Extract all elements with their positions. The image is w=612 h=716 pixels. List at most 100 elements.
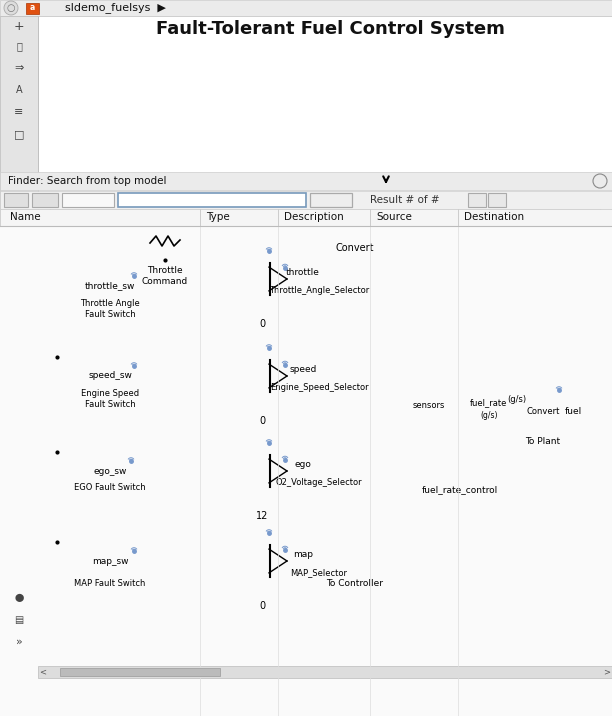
Bar <box>415 382 505 390</box>
Text: Engine Speed
Fault Switch: Engine Speed Fault Switch <box>81 390 139 409</box>
Bar <box>86 462 134 480</box>
Text: speed: speed <box>289 365 316 374</box>
Text: (g/s): (g/s) <box>507 395 526 404</box>
Text: Engine_Speed_Selector: Engine_Speed_Selector <box>270 383 368 392</box>
Bar <box>0 209 612 226</box>
Text: map_sw: map_sw <box>92 556 129 566</box>
Bar <box>60 668 220 676</box>
Text: MAP Fault Switch: MAP Fault Switch <box>74 579 146 589</box>
Bar <box>267 534 287 588</box>
Bar <box>38 666 612 678</box>
Bar <box>4 193 28 207</box>
Bar <box>26 3 39 14</box>
Text: Convert: Convert <box>336 243 375 253</box>
Text: □: □ <box>13 129 24 139</box>
Text: Result # of #: Result # of # <box>370 195 439 205</box>
Text: 0: 0 <box>259 319 265 329</box>
Text: ▼: ▼ <box>51 197 57 203</box>
Text: Throttle Angle
Fault Switch: Throttle Angle Fault Switch <box>80 299 140 319</box>
Text: ⇒: ⇒ <box>14 63 24 73</box>
Bar <box>251 509 273 523</box>
Text: O2_Voltage_Selector: O2_Voltage_Selector <box>275 478 362 488</box>
Bar <box>415 432 505 439</box>
Text: (g/s): (g/s) <box>480 410 498 420</box>
Bar <box>415 362 505 369</box>
Text: ▶: ▶ <box>22 197 28 203</box>
Text: Name: Name <box>10 213 40 223</box>
Text: Convert: Convert <box>526 407 560 415</box>
Text: ego: ego <box>294 460 312 469</box>
Text: »: » <box>16 637 23 647</box>
Text: Destination: Destination <box>464 213 524 223</box>
Bar <box>251 599 273 613</box>
Text: ▼: ▼ <box>101 195 107 205</box>
Bar <box>267 349 287 403</box>
Bar <box>415 410 505 418</box>
Bar <box>415 354 505 362</box>
Bar <box>415 341 505 348</box>
Text: speed_sw: speed_sw <box>88 372 132 380</box>
Bar <box>0 172 612 190</box>
Bar <box>0 16 38 678</box>
Text: Throttle_Angle_Selector: Throttle_Angle_Selector <box>269 286 369 296</box>
Text: ≡: ≡ <box>14 107 24 117</box>
Text: throttle_sw: throttle_sw <box>85 281 135 291</box>
Bar <box>50 198 600 636</box>
Text: map: map <box>293 550 313 559</box>
Bar <box>415 460 505 467</box>
Bar <box>0 226 612 716</box>
Bar <box>468 193 486 207</box>
Bar <box>145 230 185 266</box>
Text: ○: ○ <box>7 3 15 13</box>
Text: +: + <box>13 19 24 32</box>
Text: ×: × <box>293 193 304 206</box>
Text: ↑: ↑ <box>472 195 482 205</box>
Text: fuel: fuel <box>564 407 581 415</box>
Text: Type: Type <box>206 213 230 223</box>
Bar <box>415 453 505 460</box>
Bar <box>415 438 505 446</box>
Bar <box>251 414 273 428</box>
Bar <box>415 375 505 383</box>
Text: 0: 0 <box>259 601 265 611</box>
Bar <box>267 444 287 498</box>
Bar <box>415 347 505 355</box>
Text: sensors: sensors <box>413 402 445 410</box>
Circle shape <box>593 174 607 188</box>
Text: ≡: ≡ <box>37 195 47 205</box>
Text: throttle: throttle <box>286 268 320 277</box>
Bar <box>83 552 137 570</box>
Bar <box>83 277 137 295</box>
Bar <box>310 193 352 207</box>
Bar <box>62 193 114 207</box>
Text: fuel_rate: fuel_rate <box>470 399 508 407</box>
Text: 0: 0 <box>259 416 265 426</box>
Text: To Plant: To Plant <box>526 437 561 447</box>
Text: Find: Find <box>320 195 341 205</box>
Bar <box>32 193 58 207</box>
Bar <box>415 369 505 376</box>
Text: Fault-Tolerant Fuel Control System: Fault-Tolerant Fuel Control System <box>155 20 504 38</box>
Text: ↓: ↓ <box>492 195 502 205</box>
Bar <box>118 193 306 207</box>
Text: <: < <box>40 667 47 677</box>
Text: A: A <box>16 85 22 95</box>
Text: Finder: Search from top model: Finder: Search from top model <box>8 176 166 186</box>
Text: >: > <box>603 667 611 677</box>
Text: Description: Description <box>284 213 344 223</box>
Text: EGO Fault Switch: EGO Fault Switch <box>74 483 146 493</box>
Bar <box>415 341 505 481</box>
Text: Q: Q <box>124 195 131 205</box>
Bar <box>415 425 505 432</box>
Text: ⬤: ⬤ <box>14 594 24 602</box>
Text: MAP_Selector: MAP_Selector <box>291 569 348 577</box>
Text: throttle transient: throttle transient <box>136 195 225 205</box>
Text: i: i <box>599 177 602 185</box>
Text: sldemo_fuelsys  ▶: sldemo_fuelsys ▶ <box>64 3 165 14</box>
Text: To Controller: To Controller <box>326 579 384 589</box>
Text: 12: 12 <box>256 511 268 521</box>
Bar <box>415 404 505 411</box>
Bar <box>251 317 273 331</box>
Text: ego_sw: ego_sw <box>93 467 127 475</box>
Bar <box>340 256 370 576</box>
